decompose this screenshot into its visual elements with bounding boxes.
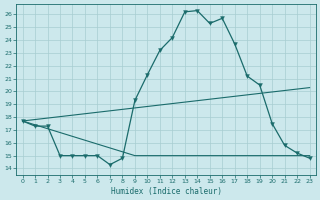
X-axis label: Humidex (Indice chaleur): Humidex (Indice chaleur) (111, 187, 221, 196)
